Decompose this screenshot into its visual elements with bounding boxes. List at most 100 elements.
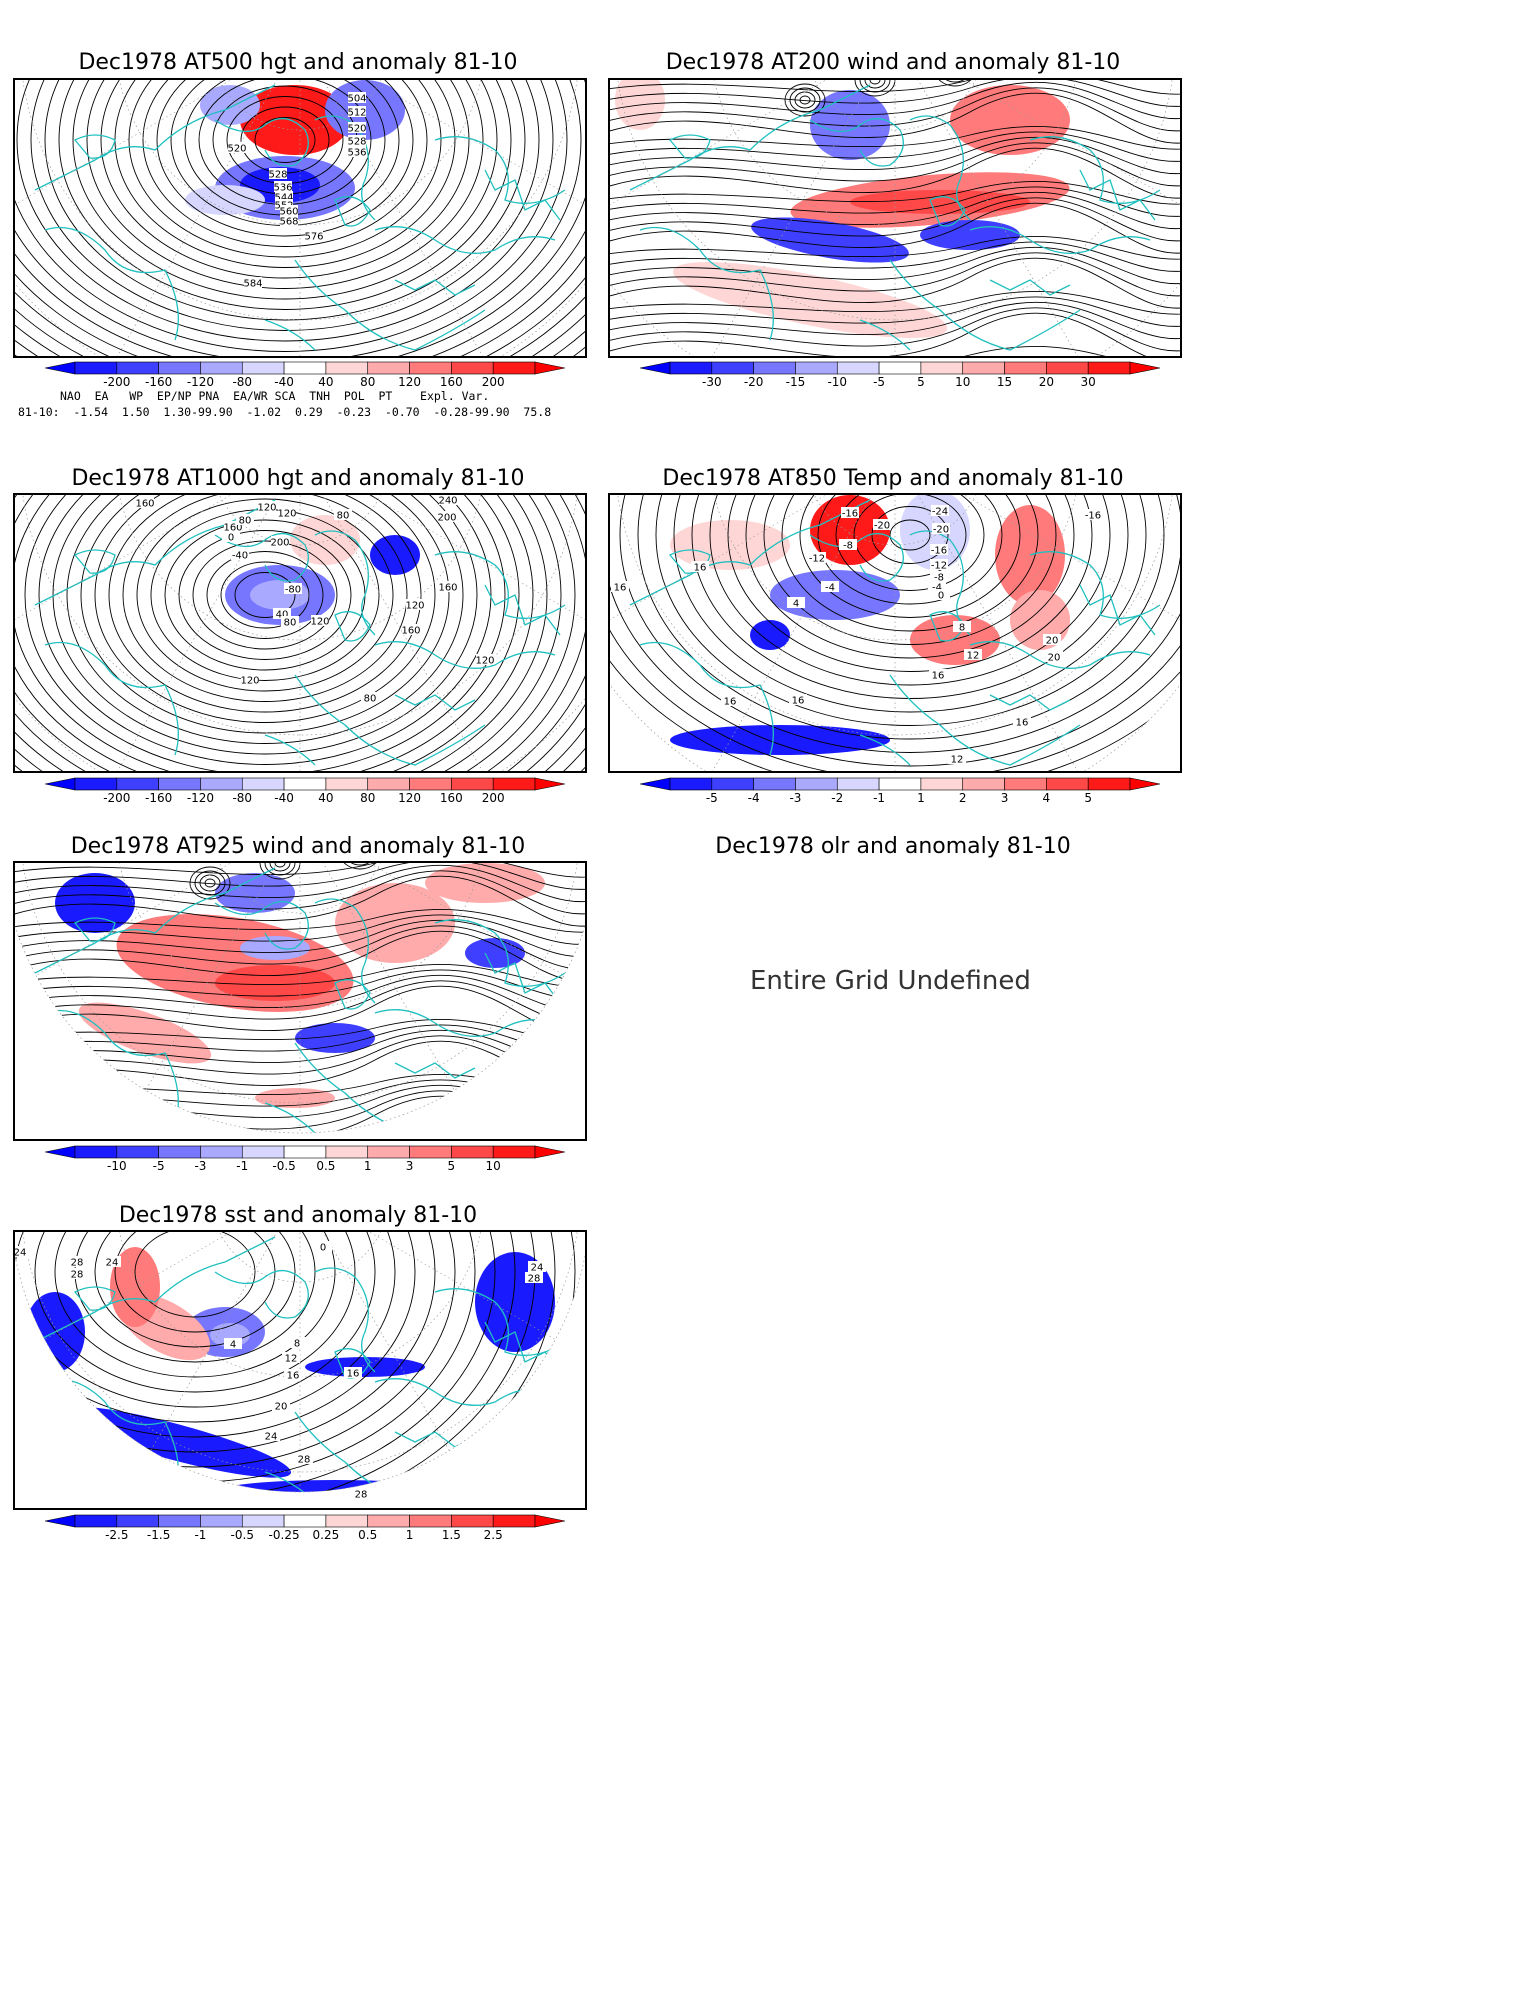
coastline-segment <box>314 530 376 636</box>
contour-label-bg <box>932 589 950 600</box>
coastline-segment <box>484 952 561 1004</box>
contour-label: 120 <box>310 617 329 628</box>
colorbar-tick-label: 10 <box>955 375 970 389</box>
coastline-segment <box>434 136 566 204</box>
colorbar-tick-label: 15 <box>997 375 1012 389</box>
colorbar-right-arrow <box>1129 361 1161 375</box>
colorbar-segment <box>920 361 964 375</box>
coastline-segment <box>639 226 774 341</box>
coastline-segment <box>334 611 371 642</box>
contour-label: -4 <box>932 583 942 594</box>
contour-label-bg <box>1045 651 1063 662</box>
colorbar-segment <box>409 1514 452 1528</box>
panel-title-at1000: Dec1978 AT1000 hgt and anomaly 81-10 <box>71 466 525 491</box>
coastline-segment <box>44 641 179 756</box>
contour-label-bg <box>68 1256 86 1267</box>
contour-label-bg <box>439 581 457 592</box>
coastline-segment <box>969 226 1151 254</box>
coastline-segment <box>859 319 911 351</box>
colorbar-right-arrow <box>1129 777 1161 791</box>
contour-label-bg <box>282 1352 300 1363</box>
colorbar-at200: -30 -20 -15 -10 -5 5 10 15 20 30 <box>639 360 1161 390</box>
contour-label: 504 <box>347 94 366 105</box>
coastline-segment <box>1079 584 1156 636</box>
contour-label: 16 <box>792 696 805 707</box>
negative-anomaly-shading <box>58 1406 292 1478</box>
contour-label-bg <box>839 539 857 550</box>
contour-label: 80 <box>284 618 297 629</box>
contour-label-bg <box>231 549 249 560</box>
contour-label-bg <box>68 1268 86 1279</box>
colorbar-segment <box>116 1145 159 1159</box>
colorbar-segment <box>200 1514 243 1528</box>
contour-label: 520 <box>347 124 366 135</box>
contour-label-bg <box>241 674 259 685</box>
contour-label: 528 <box>268 170 287 181</box>
positive-anomaly-shading <box>950 85 1070 155</box>
contour-label: -12 <box>809 554 825 565</box>
colorbar-tick-label: -80 <box>232 375 252 389</box>
contour-label: 28 <box>355 1490 368 1501</box>
contour-label-bg <box>1084 509 1102 520</box>
colorbar-segment <box>836 361 880 375</box>
colorbar-tick-label: -200 <box>103 791 130 805</box>
colorbar-segment <box>200 361 243 375</box>
colorbar-segment <box>753 361 796 375</box>
contour-label-bg <box>953 621 971 632</box>
map-at1000: 160 120 160 80 120 240 200 80 0 200 -40 -80 40 80 120 1… <box>13 493 587 773</box>
coastline-segment <box>73 1286 116 1311</box>
positive-anomaly-shading <box>335 883 455 963</box>
colorbar-segment <box>325 361 369 375</box>
coastline-segment <box>73 134 116 159</box>
undefined-grid-message: Entire Grid Undefined <box>750 966 1031 996</box>
contour-label-bg <box>528 1261 546 1272</box>
colorbar-segment <box>367 1514 410 1528</box>
coastline-segment <box>484 584 561 636</box>
colorbar-segment <box>409 777 452 791</box>
contour-label-bg <box>1043 634 1061 645</box>
contour-label-bg <box>873 519 891 530</box>
contour-label-bg <box>402 624 420 635</box>
map-svg-at850: -16-20-24-20-8-12-16-12-8-4-404-16161681… <box>610 495 1180 771</box>
colorbar-segment <box>158 361 201 375</box>
colorbar-segment <box>241 361 285 375</box>
negative-anomaly-shading <box>295 1023 375 1053</box>
hemisphere-mask <box>610 684 1180 771</box>
contour-label: 16 <box>1016 718 1029 729</box>
colorbar-segment <box>920 777 964 791</box>
colorbar-segment <box>962 777 1005 791</box>
colorbar-segment <box>451 777 494 791</box>
colorbar-segment <box>367 777 410 791</box>
colorbar-tick-label: 200 <box>482 375 505 389</box>
colorbar-segment <box>711 777 754 791</box>
contour-label-bg <box>808 552 826 563</box>
coastline-segment <box>374 226 556 254</box>
coastline-segment <box>44 226 179 341</box>
contour-lines <box>610 495 1180 771</box>
colorbar-tick-label: 1 <box>917 791 925 805</box>
colorbar-segment <box>74 777 118 791</box>
coastline-segment <box>334 196 371 227</box>
contour-label: -8 <box>843 541 853 552</box>
contour-label-bg <box>274 181 292 192</box>
colorbar-tick-label: 40 <box>318 375 333 389</box>
panel-title-at200: Dec1978 AT200 wind and anomaly 81-10 <box>665 50 1121 75</box>
colorbar-tick-label: 5 <box>448 1159 456 1173</box>
contour-label: 20 <box>275 1402 288 1413</box>
colorbar-tick-label: -200 <box>103 375 130 389</box>
contour-label-bg <box>932 523 950 534</box>
coastline-segment <box>294 674 486 766</box>
contour-label: -80 <box>285 585 301 596</box>
colorbar-tick-label: 40 <box>318 791 333 805</box>
coastline-segment <box>434 1288 566 1356</box>
contour-label-bg <box>348 135 366 146</box>
colorbar-tick-label: -4 <box>748 791 760 805</box>
colorbar-tick-label: -120 <box>187 791 214 805</box>
panel-title-olr: Dec1978 olr and anomaly 81-10 <box>715 834 1071 859</box>
colorbar-segment <box>158 777 201 791</box>
contour-label: -16 <box>931 546 947 557</box>
hemisphere-edge <box>15 1253 585 1493</box>
colorbar-segment <box>200 1145 243 1159</box>
contour-label: 28 <box>71 1258 84 1269</box>
contour-label: 0 <box>228 533 234 544</box>
